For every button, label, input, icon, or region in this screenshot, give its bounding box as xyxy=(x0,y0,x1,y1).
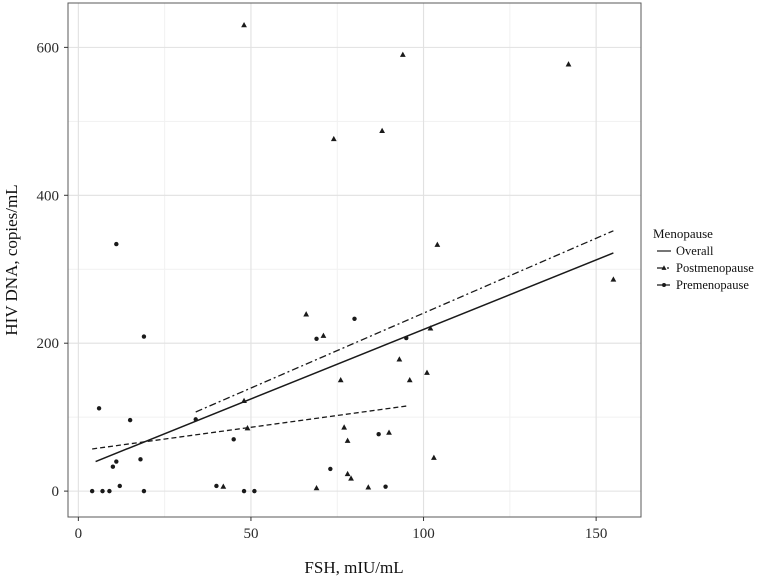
data-point-postmenopause xyxy=(365,484,372,490)
data-point-postmenopause xyxy=(399,51,406,57)
fit-line-postmenopause xyxy=(195,230,614,413)
data-point-premenopause xyxy=(127,417,133,423)
data-point-premenopause xyxy=(114,241,119,247)
data-point-postmenopause xyxy=(320,332,327,338)
data-point-premenopause xyxy=(138,457,143,462)
axes: 0 50 100 150 0 200 400 600 xyxy=(37,40,608,542)
data-point-premenopause xyxy=(314,336,319,341)
data-point-postmenopause xyxy=(424,369,430,375)
legend-label: Postmenopause xyxy=(676,261,754,275)
y-tick-label: 200 xyxy=(37,336,60,352)
y-axis-title: HIV DNA, copies/mL xyxy=(2,184,21,335)
data-point-postmenopause xyxy=(241,21,247,28)
data-point-premenopause xyxy=(107,488,112,494)
data-point-postmenopause xyxy=(406,376,413,383)
data-point-premenopause xyxy=(241,488,247,494)
x-tick-label: 0 xyxy=(75,526,83,542)
data-point-premenopause xyxy=(352,316,357,321)
x-tick-label: 150 xyxy=(585,526,608,542)
x-tick-label: 50 xyxy=(243,526,258,542)
data-point-postmenopause xyxy=(220,483,227,489)
data-point-postmenopause xyxy=(344,437,351,443)
plot-frame xyxy=(67,2,642,518)
data-point-premenopause xyxy=(141,334,147,339)
data-point-postmenopause xyxy=(610,276,617,282)
data-point-premenopause xyxy=(231,437,236,442)
data-point-premenopause xyxy=(110,464,116,469)
legend-label: Overall xyxy=(676,244,714,258)
data-point-premenopause xyxy=(117,483,122,489)
legend-title: Menopause xyxy=(653,226,713,241)
data-point-postmenopause xyxy=(565,61,572,67)
data-point-postmenopause xyxy=(303,311,310,317)
data-point-premenopause xyxy=(193,417,198,422)
data-point-postmenopause xyxy=(330,135,337,142)
data-point-postmenopause xyxy=(313,484,320,491)
data-point-premenopause xyxy=(383,484,388,489)
data-point-postmenopause xyxy=(434,241,441,247)
data-point-premenopause xyxy=(376,431,381,437)
data-points xyxy=(89,21,617,494)
data-point-postmenopause xyxy=(337,376,344,383)
y-tick-label: 400 xyxy=(37,188,60,204)
data-point-premenopause xyxy=(214,483,219,489)
data-point-postmenopause xyxy=(431,454,437,460)
data-point-postmenopause xyxy=(344,470,351,477)
fit-line-premenopause xyxy=(92,405,407,450)
data-point-premenopause xyxy=(328,466,333,472)
legend-entries: Overall Postmenopause Premenopause xyxy=(657,244,754,292)
legend-label: Premenopause xyxy=(676,278,749,292)
x-axis-title: FSH, mIU/mL xyxy=(304,558,403,577)
data-point-premenopause xyxy=(141,488,147,494)
data-point-premenopause xyxy=(404,335,409,341)
data-point-postmenopause xyxy=(427,325,434,331)
legend: Menopause Overall Postmenopause Premenopau… xyxy=(653,226,754,292)
data-point-premenopause xyxy=(89,488,95,494)
fit-lines xyxy=(92,230,614,463)
legend-key-triangle xyxy=(661,265,667,270)
data-point-postmenopause xyxy=(396,356,403,362)
data-point-postmenopause xyxy=(348,475,354,481)
data-point-postmenopause xyxy=(386,429,392,435)
data-point-premenopause xyxy=(252,488,257,494)
data-point-premenopause xyxy=(96,406,102,411)
y-tick-label: 600 xyxy=(37,40,60,56)
data-point-premenopause xyxy=(114,459,119,464)
data-point-postmenopause xyxy=(379,127,385,134)
fit-line-overall xyxy=(95,252,614,463)
y-tick-label: 0 xyxy=(52,484,60,500)
data-point-postmenopause xyxy=(341,424,348,430)
grid-lines xyxy=(68,3,641,517)
data-point-postmenopause xyxy=(244,425,251,431)
data-point-premenopause xyxy=(100,488,105,494)
x-tick-label: 100 xyxy=(412,526,435,542)
legend-key-circle xyxy=(662,283,666,287)
data-point-postmenopause xyxy=(241,397,247,403)
